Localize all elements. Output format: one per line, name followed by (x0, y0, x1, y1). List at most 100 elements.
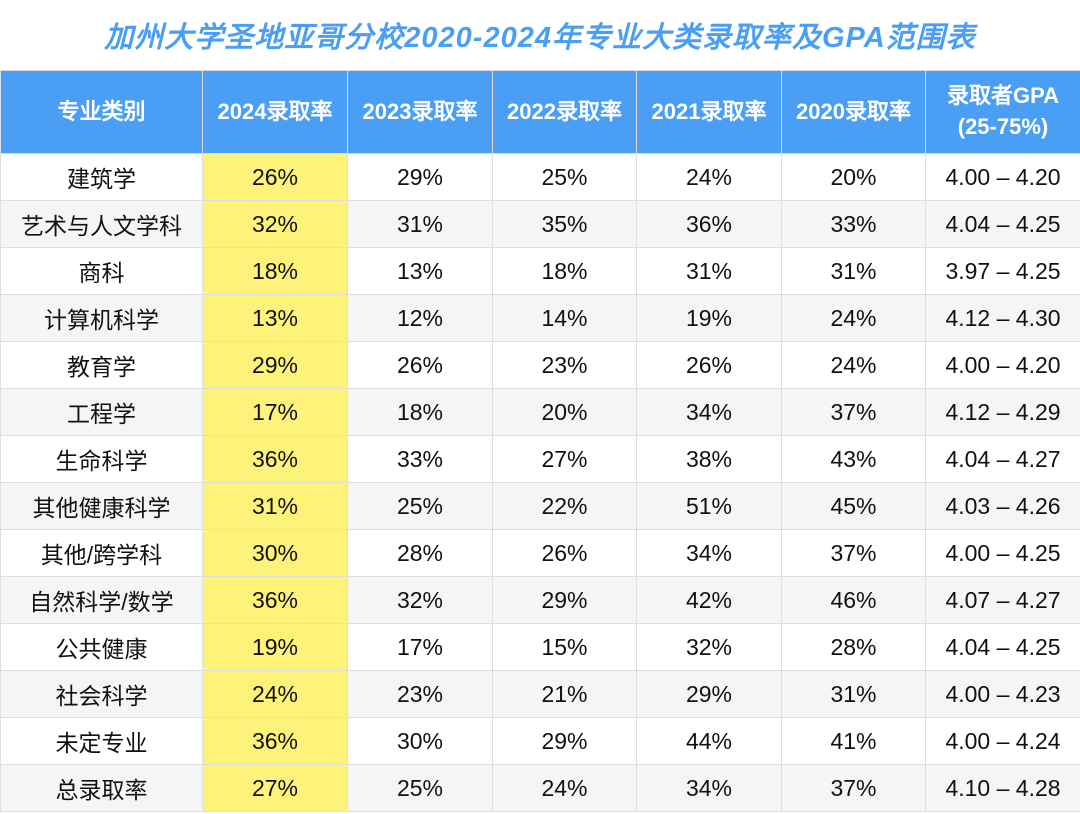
table-row: 艺术与人文学科 32% 31% 35% 36% 33% 4.04 – 4.25 (0, 200, 1080, 248)
cell-major: 社会科学 (0, 670, 203, 718)
cell-major: 计算机科学 (0, 294, 203, 342)
header-gpa-line1: 录取者GPA (946, 83, 1060, 109)
cell-gpa-range: 4.04 – 4.25 (925, 623, 1080, 671)
cell-rate-2023: 25% (347, 764, 493, 812)
cell-rate-2024: 36% (202, 576, 348, 624)
header-2023: 2023录取率 (347, 70, 493, 154)
cell-rate-2024: 13% (202, 294, 348, 342)
cell-gpa-range: 4.10 – 4.28 (925, 764, 1080, 812)
header-2020: 2020录取率 (781, 70, 926, 154)
cell-rate-2021: 38% (636, 435, 782, 483)
cell-rate-2022: 25% (492, 153, 637, 201)
cell-rate-2023: 17% (347, 623, 493, 671)
table-row: 商科 18% 13% 18% 31% 31% 3.97 – 4.25 (0, 247, 1080, 295)
cell-rate-2020: 37% (781, 529, 926, 577)
cell-rate-2022: 21% (492, 670, 637, 718)
cell-rate-2022: 26% (492, 529, 637, 577)
cell-rate-2021: 29% (636, 670, 782, 718)
cell-rate-2024: 31% (202, 482, 348, 530)
cell-rate-2021: 24% (636, 153, 782, 201)
cell-rate-2021: 26% (636, 341, 782, 389)
cell-rate-2020: 45% (781, 482, 926, 530)
header-2021: 2021录取率 (636, 70, 782, 154)
cell-major: 其他/跨学科 (0, 529, 203, 577)
cell-rate-2024: 24% (202, 670, 348, 718)
table-row: 生命科学 36% 33% 27% 38% 43% 4.04 – 4.27 (0, 435, 1080, 483)
cell-gpa-range: 4.07 – 4.27 (925, 576, 1080, 624)
admission-table: 专业类别 2024录取率 2023录取率 2022录取率 2021录取率 202… (0, 70, 1080, 812)
cell-major: 教育学 (0, 341, 203, 389)
cell-rate-2020: 20% (781, 153, 926, 201)
cell-rate-2024: 17% (202, 388, 348, 436)
cell-rate-2022: 35% (492, 200, 637, 248)
cell-rate-2020: 24% (781, 294, 926, 342)
table-row: 计算机科学 13% 12% 14% 19% 24% 4.12 – 4.30 (0, 294, 1080, 342)
cell-rate-2020: 28% (781, 623, 926, 671)
cell-rate-2020: 43% (781, 435, 926, 483)
cell-gpa-range: 4.00 – 4.20 (925, 153, 1080, 201)
table-row: 其他健康科学 31% 25% 22% 51% 45% 4.03 – 4.26 (0, 482, 1080, 530)
cell-major: 工程学 (0, 388, 203, 436)
cell-rate-2023: 25% (347, 482, 493, 530)
cell-major: 其他健康科学 (0, 482, 203, 530)
cell-rate-2024: 36% (202, 435, 348, 483)
cell-rate-2023: 30% (347, 717, 493, 765)
table-row: 社会科学 24% 23% 21% 29% 31% 4.00 – 4.23 (0, 670, 1080, 718)
cell-gpa-range: 4.12 – 4.30 (925, 294, 1080, 342)
cell-rate-2024: 27% (202, 764, 348, 812)
cell-rate-2023: 26% (347, 341, 493, 389)
cell-rate-2021: 34% (636, 529, 782, 577)
cell-major: 总录取率 (0, 764, 203, 812)
cell-rate-2023: 33% (347, 435, 493, 483)
cell-gpa-range: 4.03 – 4.26 (925, 482, 1080, 530)
cell-rate-2021: 36% (636, 200, 782, 248)
cell-rate-2023: 18% (347, 388, 493, 436)
cell-gpa-range: 4.04 – 4.25 (925, 200, 1080, 248)
header-gpa-line2: (25-75%) (957, 114, 1049, 139)
cell-rate-2022: 14% (492, 294, 637, 342)
header-row: 专业类别 2024录取率 2023录取率 2022录取率 2021录取率 202… (0, 70, 1080, 154)
table-row: 总录取率 27% 25% 24% 34% 37% 4.10 – 4.28 (0, 764, 1080, 812)
cell-major: 商科 (0, 247, 203, 295)
cell-rate-2021: 42% (636, 576, 782, 624)
cell-rate-2022: 15% (492, 623, 637, 671)
cell-major: 建筑学 (0, 153, 203, 201)
table-row: 教育学 29% 26% 23% 26% 24% 4.00 – 4.20 (0, 341, 1080, 389)
cell-rate-2024: 19% (202, 623, 348, 671)
cell-rate-2023: 28% (347, 529, 493, 577)
cell-rate-2023: 23% (347, 670, 493, 718)
cell-gpa-range: 3.97 – 4.25 (925, 247, 1080, 295)
cell-rate-2021: 19% (636, 294, 782, 342)
cell-rate-2024: 32% (202, 200, 348, 248)
cell-rate-2020: 31% (781, 670, 926, 718)
cell-rate-2020: 33% (781, 200, 926, 248)
cell-gpa-range: 4.04 – 4.27 (925, 435, 1080, 483)
table-row: 工程学 17% 18% 20% 34% 37% 4.12 – 4.29 (0, 388, 1080, 436)
cell-rate-2024: 18% (202, 247, 348, 295)
cell-rate-2024: 26% (202, 153, 348, 201)
header-major: 专业类别 (0, 70, 203, 154)
cell-rate-2021: 51% (636, 482, 782, 530)
table-row: 建筑学 26% 29% 25% 24% 20% 4.00 – 4.20 (0, 153, 1080, 201)
header-2022: 2022录取率 (492, 70, 637, 154)
cell-rate-2024: 36% (202, 717, 348, 765)
cell-rate-2023: 12% (347, 294, 493, 342)
header-2024: 2024录取率 (202, 70, 348, 154)
cell-rate-2020: 37% (781, 388, 926, 436)
cell-rate-2020: 31% (781, 247, 926, 295)
cell-gpa-range: 4.00 – 4.20 (925, 341, 1080, 389)
cell-rate-2020: 46% (781, 576, 926, 624)
cell-rate-2021: 34% (636, 388, 782, 436)
cell-gpa-range: 4.12 – 4.29 (925, 388, 1080, 436)
cell-gpa-range: 4.00 – 4.24 (925, 717, 1080, 765)
cell-major: 生命科学 (0, 435, 203, 483)
table-row: 其他/跨学科 30% 28% 26% 34% 37% 4.00 – 4.25 (0, 529, 1080, 577)
cell-rate-2021: 32% (636, 623, 782, 671)
cell-rate-2023: 29% (347, 153, 493, 201)
cell-gpa-range: 4.00 – 4.23 (925, 670, 1080, 718)
cell-rate-2023: 32% (347, 576, 493, 624)
table-row: 公共健康 19% 17% 15% 32% 28% 4.04 – 4.25 (0, 623, 1080, 671)
cell-rate-2020: 41% (781, 717, 926, 765)
cell-rate-2022: 29% (492, 717, 637, 765)
table-row: 未定专业 36% 30% 29% 44% 41% 4.00 – 4.24 (0, 717, 1080, 765)
